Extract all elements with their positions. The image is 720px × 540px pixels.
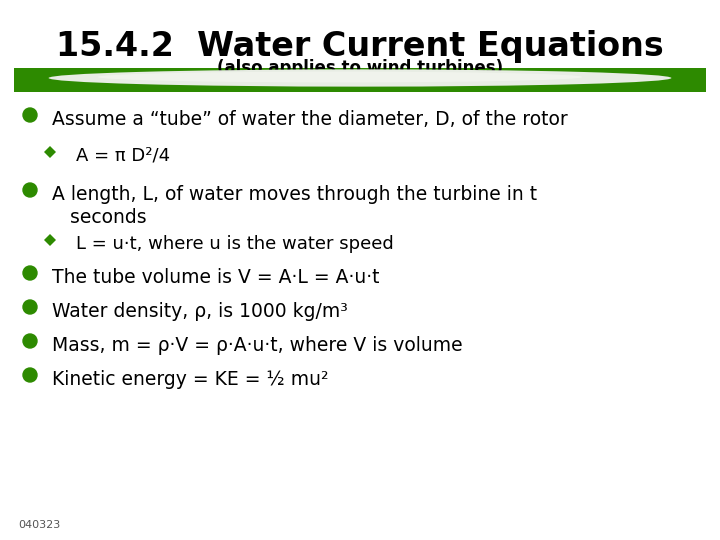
Polygon shape: [44, 146, 56, 158]
Circle shape: [23, 368, 37, 382]
Text: Assume a “tube” of water the diameter, D, of the rotor: Assume a “tube” of water the diameter, D…: [52, 110, 568, 129]
Polygon shape: [44, 234, 56, 246]
Circle shape: [23, 108, 37, 122]
Circle shape: [23, 183, 37, 197]
Text: Mass, m = ρ·V = ρ·A·u·t, where V is volume: Mass, m = ρ·V = ρ·A·u·t, where V is volu…: [52, 336, 463, 355]
Text: Kinetic energy = KE = ½ mu²: Kinetic energy = KE = ½ mu²: [52, 370, 328, 389]
Ellipse shape: [48, 69, 672, 86]
Text: L = u·t, where u is the water speed: L = u·t, where u is the water speed: [76, 235, 394, 253]
Circle shape: [23, 266, 37, 280]
Text: A = π D²/4: A = π D²/4: [76, 147, 170, 165]
Circle shape: [23, 334, 37, 348]
Text: (also applies to wind turbines): (also applies to wind turbines): [217, 59, 503, 77]
Text: Water density, ρ, is 1000 kg/m³: Water density, ρ, is 1000 kg/m³: [52, 302, 348, 321]
Text: 15.4.2  Water Current Equations: 15.4.2 Water Current Equations: [56, 30, 664, 63]
Text: The tube volume is V = A·L = A·u·t: The tube volume is V = A·L = A·u·t: [52, 268, 379, 287]
Text: 040323: 040323: [18, 520, 60, 530]
Bar: [14, 68, 706, 92]
Text: A length, L, of water moves through the turbine in t
   seconds: A length, L, of water moves through the …: [52, 185, 537, 227]
Ellipse shape: [98, 72, 582, 83]
Circle shape: [23, 300, 37, 314]
